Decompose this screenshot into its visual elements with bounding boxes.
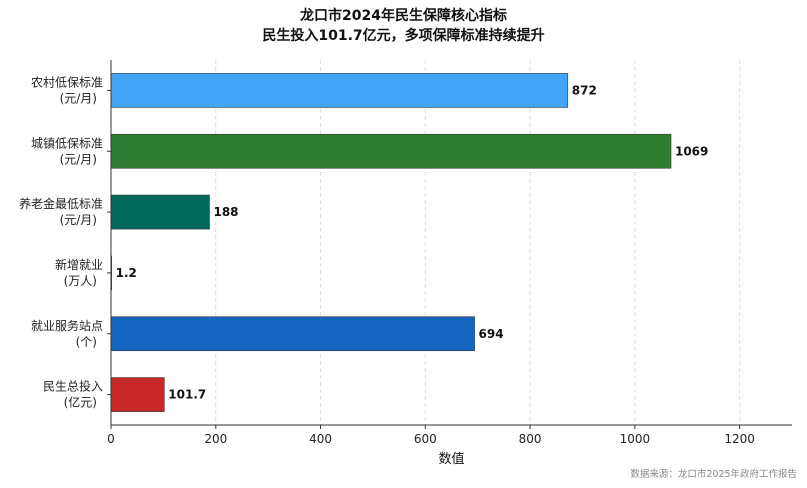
source-note: 数据来源：龙口市2025年政府工作报告 xyxy=(630,469,797,480)
category-unit-6: (亿元) xyxy=(64,395,97,410)
category-unit-2: (元/月) xyxy=(60,152,97,166)
value-label-3: 188 xyxy=(213,205,238,219)
chart-title: 龙口市2024年民生保障核心指标 民生投入101.7亿元，多项保障标准持续提升 xyxy=(0,6,807,46)
value-label-5: 694 xyxy=(479,327,504,341)
chart-title-line-2: 民生投入101.7亿元，多项保障标准持续提升 xyxy=(262,28,545,44)
category-unit-1: (元/月) xyxy=(60,91,97,105)
x-axis-title: 数值 xyxy=(438,451,464,467)
category-label-6: 民生总投入 xyxy=(43,379,103,394)
category-label-2: 城镇低保标准 xyxy=(31,136,103,150)
bar-1 xyxy=(110,73,569,108)
bar-3 xyxy=(110,194,210,230)
category-unit-5: (个) xyxy=(76,335,97,349)
category-label-1: 农村低保标准 xyxy=(31,75,103,89)
value-label-2: 1069 xyxy=(675,144,708,158)
value-label-4: 1.2 xyxy=(116,266,137,280)
category-label-3: 养老金最低标准 xyxy=(19,196,103,211)
x-tick-label-0: 0 xyxy=(107,432,115,446)
x-tick-label-1000: 1000 xyxy=(620,432,651,446)
value-label-1: 872 xyxy=(572,83,597,97)
bar-2 xyxy=(110,133,672,169)
x-tick-label-400: 400 xyxy=(309,432,332,446)
bar-6 xyxy=(110,377,165,412)
x-tick-label-1200: 1200 xyxy=(724,432,755,446)
chart-title-line-1: 龙口市2024年民生保障核心指标 xyxy=(300,8,507,24)
x-tick-label-200: 200 xyxy=(204,432,227,446)
value-label-6: 101.7 xyxy=(168,388,206,402)
category-unit-3: (元/月) xyxy=(60,213,97,227)
category-label-4: 新增就业 xyxy=(55,257,103,272)
category-label-5: 就业服务站点 xyxy=(31,318,103,333)
x-tick-label-600: 600 xyxy=(414,432,437,446)
category-unit-4: (万人) xyxy=(64,274,97,288)
x-tick-label-800: 800 xyxy=(519,432,542,446)
bar-5 xyxy=(110,316,475,352)
